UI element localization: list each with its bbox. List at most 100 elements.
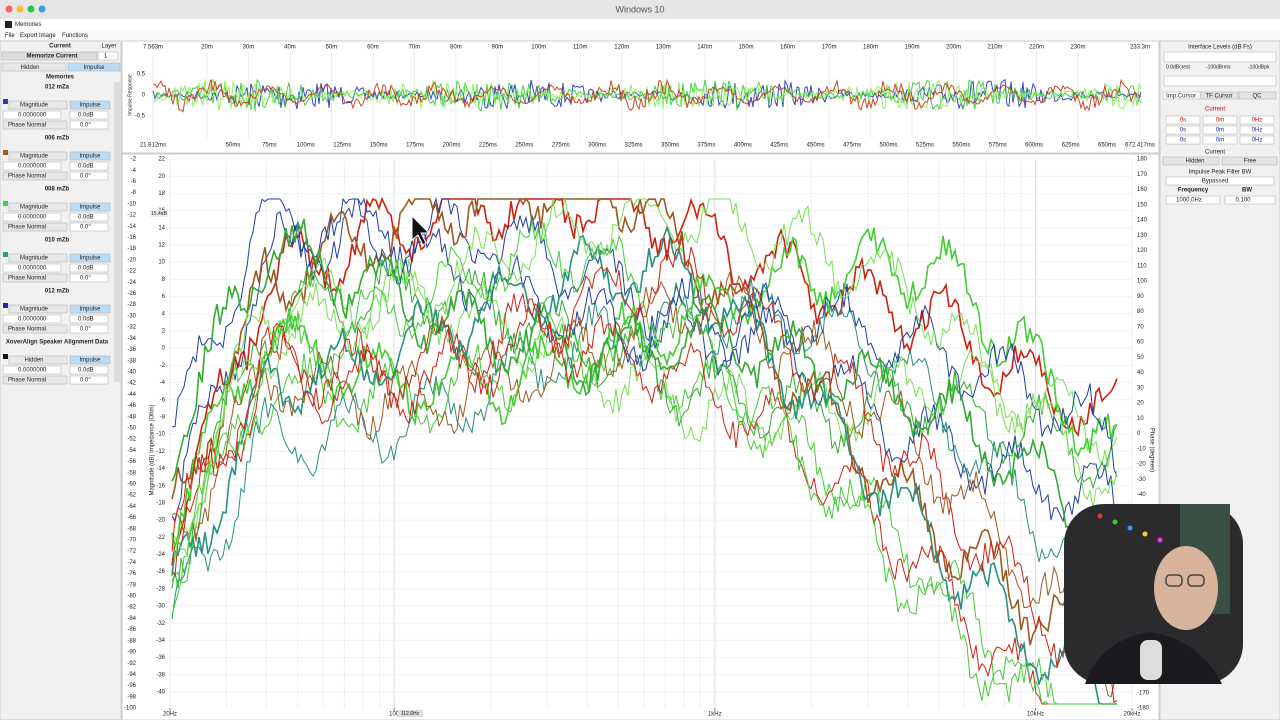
mode: Magnitude: [20, 154, 49, 160]
button[interactable]: [69, 355, 111, 365]
input[interactable]: [1202, 115, 1238, 125]
input[interactable]: [2, 212, 62, 222]
dropdown[interactable]: [1, 62, 67, 72]
gain: 0.0dB: [78, 215, 94, 221]
input[interactable]: [1202, 125, 1238, 135]
level-label: -100dBpk: [1248, 64, 1270, 70]
y-tick-label: -4: [160, 380, 166, 386]
dropdown[interactable]: [8, 100, 68, 110]
y-tick-label: 90: [1137, 294, 1144, 300]
button[interactable]: [69, 202, 111, 212]
webcam-light: [1097, 513, 1103, 519]
color-swatch: [3, 201, 8, 206]
button[interactable]: [69, 100, 111, 110]
input[interactable]: [1165, 115, 1201, 125]
webcam-overlay: [1064, 504, 1243, 684]
input[interactable]: [2, 161, 62, 171]
tab[interactable]: [1200, 91, 1239, 100]
button[interactable]: [1162, 156, 1220, 166]
input[interactable]: [2, 263, 62, 273]
main-panel: [121, 153, 1160, 720]
button[interactable]: [69, 304, 111, 314]
min-dot[interactable]: [16, 5, 24, 13]
dropdown[interactable]: [8, 304, 68, 314]
tab[interactable]: [1162, 91, 1201, 100]
button-label: Hidden: [1185, 159, 1204, 165]
input[interactable]: [1165, 135, 1201, 145]
input[interactable]: [69, 273, 109, 283]
menu-item[interactable]: Export Image: [20, 33, 56, 39]
top-tick-label: 80m: [450, 45, 462, 51]
top-tick-label: 233.3m: [1130, 45, 1150, 51]
y-tick-label: 150: [1137, 202, 1148, 208]
dropdown[interactable]: [2, 222, 68, 232]
input[interactable]: [69, 375, 109, 385]
dropdown[interactable]: [8, 253, 68, 263]
delay: 0.0°: [80, 225, 91, 231]
button[interactable]: [1221, 156, 1278, 166]
cursor-value: 0m: [1216, 138, 1224, 144]
dropdown-label: Bypassed: [1202, 179, 1228, 185]
x-tick-label: 1kHz: [708, 712, 722, 718]
webcam-light: [1142, 531, 1148, 537]
y-tick-label: 0: [162, 346, 166, 352]
y-tick-label: 0.5: [137, 72, 146, 78]
input[interactable]: [1224, 195, 1276, 205]
dropdown[interactable]: [2, 273, 68, 283]
input[interactable]: [69, 120, 109, 130]
input[interactable]: [1239, 115, 1275, 125]
dropdown[interactable]: [2, 324, 68, 334]
input[interactable]: [69, 324, 109, 334]
y-tick-label: 170: [1137, 172, 1148, 178]
dropdown[interactable]: [8, 151, 68, 161]
input[interactable]: [69, 263, 109, 273]
impulse-trace: [152, 78, 1142, 111]
y-tick-label: 2: [162, 329, 166, 335]
button[interactable]: [1, 51, 98, 61]
input[interactable]: [2, 365, 62, 375]
input[interactable]: [1239, 125, 1275, 135]
gain: 0.0dB: [78, 113, 94, 119]
y-tick-label: -30: [127, 313, 136, 319]
dropdown[interactable]: [2, 171, 68, 181]
memory-name: 012 mZb: [45, 289, 70, 295]
y-tick-label: -100: [124, 706, 137, 712]
section-title: Impulse Peak Filter BW: [1189, 170, 1252, 176]
input[interactable]: [69, 110, 109, 120]
menu-item[interactable]: Functions: [62, 33, 88, 39]
mode: Magnitude: [20, 205, 49, 211]
input[interactable]: [1239, 135, 1275, 145]
input[interactable]: [1165, 125, 1201, 135]
dropdown[interactable]: [8, 355, 68, 365]
bottom-tick-label: 625ms: [1062, 143, 1080, 149]
button[interactable]: [67, 62, 121, 72]
input[interactable]: [69, 365, 109, 375]
dropdown[interactable]: [8, 202, 68, 212]
input[interactable]: [69, 314, 109, 324]
input[interactable]: [1202, 135, 1238, 145]
tab[interactable]: [1238, 91, 1277, 100]
menu-item[interactable]: File: [5, 33, 15, 39]
dropdown[interactable]: [2, 120, 68, 130]
y-axis-title: Impulse Response: [127, 74, 133, 116]
full-dot[interactable]: [38, 5, 46, 13]
dropdown-label: Hidden: [20, 65, 39, 71]
input[interactable]: [69, 212, 109, 222]
input[interactable]: [2, 314, 62, 324]
response-trace: [171, 227, 1118, 548]
input[interactable]: [69, 222, 109, 232]
y-tick-label: -68: [127, 526, 136, 532]
button[interactable]: [69, 151, 111, 161]
input[interactable]: [69, 171, 109, 181]
type: Impulse: [79, 256, 101, 262]
button[interactable]: [69, 253, 111, 263]
input[interactable]: [2, 110, 62, 120]
input[interactable]: [69, 161, 109, 171]
y-tick-label: -42: [127, 381, 136, 387]
dropdown[interactable]: [2, 375, 68, 385]
phase: Phase Normal: [8, 378, 46, 384]
max-dot[interactable]: [27, 5, 35, 13]
input[interactable]: [1165, 195, 1221, 205]
dropdown[interactable]: [1165, 176, 1275, 186]
close-dot[interactable]: [5, 5, 13, 13]
